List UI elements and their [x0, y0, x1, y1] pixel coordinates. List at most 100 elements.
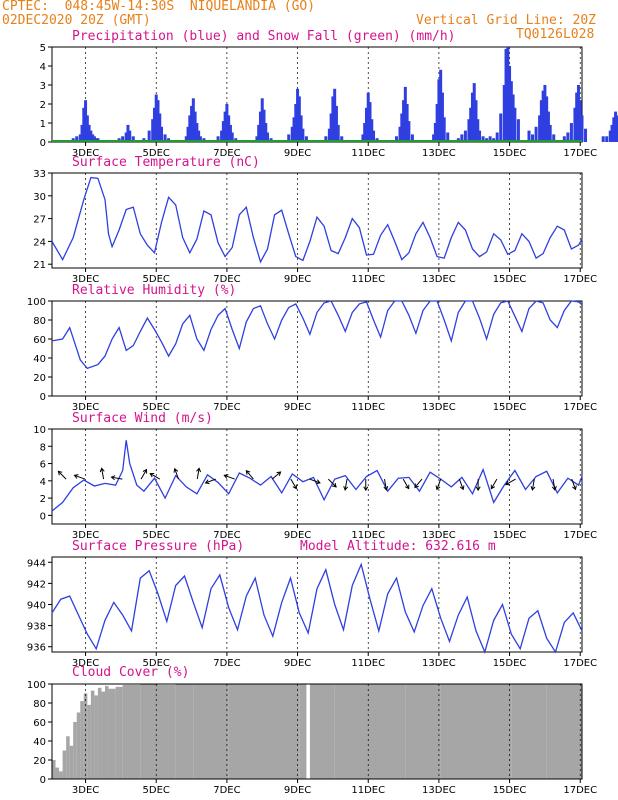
wind-arrow-head — [223, 474, 229, 479]
precip-bar — [92, 136, 96, 142]
precip-bar — [488, 136, 492, 142]
cloud-bar — [122, 684, 141, 779]
cloud-title: Cloud Cover (%) — [72, 665, 190, 680]
precip-bar — [336, 124, 340, 142]
precip-bar — [405, 104, 409, 142]
precip-bar — [499, 113, 503, 142]
precip-bar — [495, 132, 499, 142]
precip-bar — [546, 111, 550, 142]
cloud-bar — [115, 686, 123, 779]
precip-bar — [566, 132, 570, 142]
temp-ytick-label: 27 — [33, 215, 46, 226]
wind-arrow-head — [530, 486, 536, 491]
precip-bar — [257, 124, 261, 142]
precip-bar — [126, 124, 130, 142]
precip-bar — [75, 136, 79, 142]
precip-bar — [227, 115, 231, 142]
precip-bar — [255, 136, 259, 142]
precip-bar — [191, 98, 195, 142]
rh-title: Relative Humidity (%) — [72, 283, 237, 298]
wind-arrow — [402, 478, 410, 489]
cloud-bar — [52, 760, 56, 779]
precip-bar — [258, 111, 262, 142]
wind-arrow — [245, 470, 254, 480]
precip-bar — [230, 132, 234, 142]
wind-arrow-head — [245, 469, 251, 475]
precip-xtick-label: 17DEC — [563, 148, 597, 159]
cloud-xtick-label: 7DEC — [213, 785, 240, 796]
wind-arrow-head — [292, 484, 297, 490]
precip-bar — [220, 130, 224, 142]
precip-bar — [460, 134, 464, 142]
precip-bar — [221, 121, 225, 142]
cloud-bar — [299, 684, 307, 779]
precip-bar — [395, 136, 398, 142]
wind-arrow-head — [343, 486, 349, 491]
wind-arrow-head — [404, 484, 410, 490]
precip-bar — [266, 132, 270, 142]
precip-bar — [538, 115, 542, 142]
wind-arrow — [505, 478, 516, 486]
cloud-bar — [62, 750, 67, 779]
temp-xtick-label: 17DEC — [563, 274, 597, 285]
wind-arrow-head — [363, 486, 369, 492]
wind-arrow-head — [57, 470, 63, 476]
wind-xtick-label: 11DEC — [351, 530, 385, 541]
precip-bar — [439, 69, 443, 142]
precip-bar — [463, 130, 467, 142]
cloud-ytick-label: 20 — [33, 756, 46, 767]
wind-arrow-head — [149, 473, 155, 478]
wind-ytick-label: 6 — [40, 460, 46, 471]
precip-bar — [402, 100, 406, 142]
cloud-bar — [546, 684, 582, 779]
wind-arrow-head — [435, 485, 441, 491]
precip-bar — [363, 123, 367, 142]
wind-arrow — [552, 479, 556, 491]
precip-bar — [152, 107, 156, 142]
temp-xtick-label: 15DEC — [493, 274, 527, 285]
wind-arrow-head — [73, 474, 79, 479]
precip-bar — [531, 134, 535, 142]
rh-xtick-label: 3DEC — [72, 402, 99, 413]
cloud-xtick-label: 3DEC — [72, 785, 99, 796]
rh-ytick-label: 80 — [33, 316, 46, 327]
precip-bar — [294, 104, 298, 142]
precip-bar — [534, 126, 538, 142]
wind-arrow — [571, 478, 576, 490]
precip-bar — [340, 136, 344, 142]
rh-xtick-label: 11DEC — [351, 402, 385, 413]
wind-arrow-head — [383, 486, 389, 491]
precip-bar — [548, 124, 552, 142]
pres-ytick-label: 944 — [27, 558, 46, 569]
precip-xtick-label: 7DEC — [213, 148, 240, 159]
precip-bar — [372, 130, 376, 142]
precip-bar — [403, 86, 407, 142]
precip-bar — [474, 100, 478, 142]
wind-arrow — [344, 479, 348, 491]
precip-bar — [437, 79, 441, 142]
rh-series-line — [51, 300, 583, 370]
cloud-bar — [370, 684, 406, 779]
wind-arrow — [490, 478, 498, 489]
precip-bar — [470, 92, 474, 142]
precip-bar — [601, 136, 605, 142]
precip-bar — [541, 90, 545, 142]
cloud-bar — [158, 684, 176, 779]
precip-bar — [612, 117, 616, 142]
pres-xtick-label: 11DEC — [351, 658, 385, 669]
precip-bar — [151, 119, 155, 142]
cloud-bar — [140, 684, 158, 779]
wind-arrow — [271, 471, 281, 480]
pres-xtick-label: 5DEC — [143, 658, 170, 669]
precip-bar — [147, 130, 151, 142]
header-line2-right: Vertical Grid Line: 20Z — [416, 13, 597, 28]
precip-bar — [128, 130, 132, 142]
precip-bar — [80, 124, 84, 142]
precip-bar — [578, 100, 582, 142]
cloud-bar — [511, 684, 547, 779]
cloud-bar — [476, 684, 512, 779]
wind-xtick-label: 7DEC — [213, 530, 240, 541]
temp-ytick-label: 33 — [33, 169, 46, 180]
wind-arrow — [149, 473, 161, 480]
